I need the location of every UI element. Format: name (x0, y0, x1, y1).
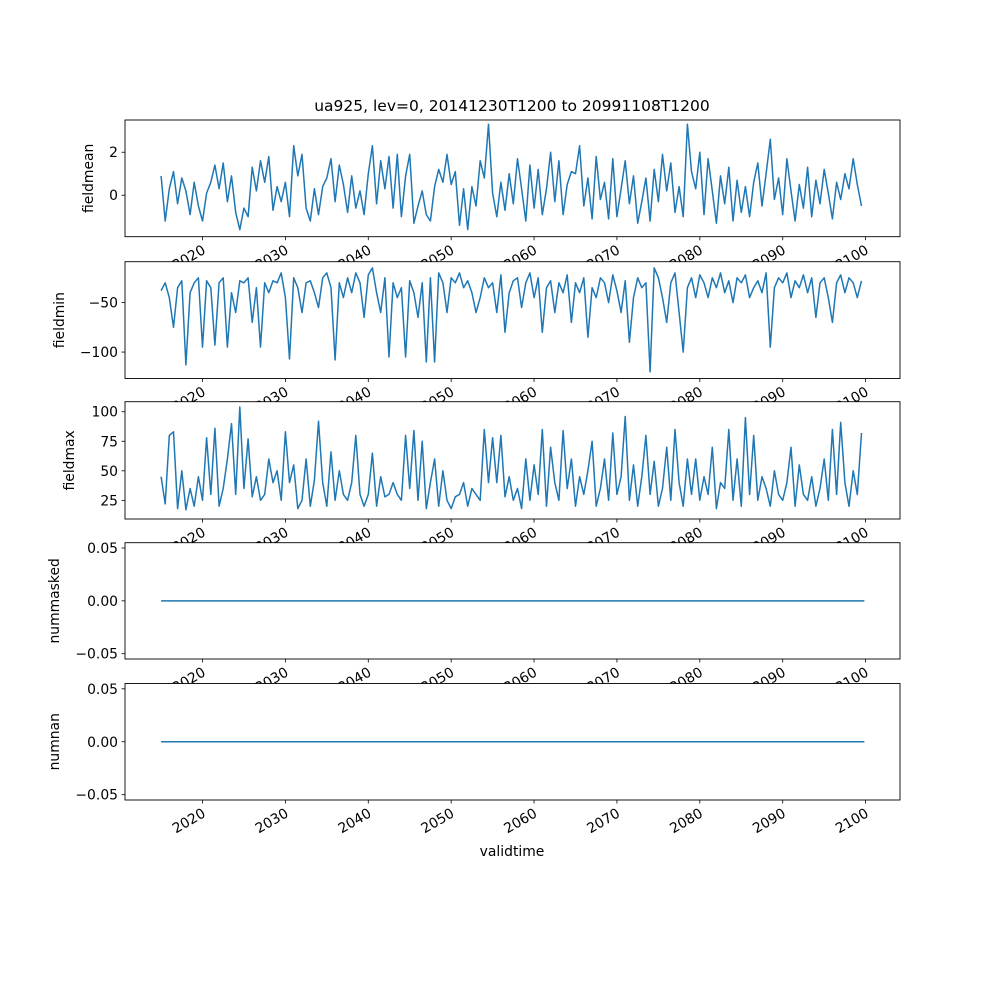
y-tick-label: −0.05 (75, 788, 118, 804)
y-tick-label: 50 (100, 464, 118, 480)
y-tick-label: 0.00 (87, 594, 118, 610)
axes-frame (124, 401, 901, 520)
y-tick-label: 2 (109, 145, 118, 161)
chart-title: ua925, lev=0, 20141230T1200 to 20991108T… (314, 97, 710, 115)
y-axis-label: fieldmax (62, 430, 78, 490)
y-axis-label: nummasked (47, 558, 63, 643)
series-line-fieldmin (160, 267, 863, 373)
axes-frame (124, 261, 901, 379)
y-axis-label: fieldmean (81, 144, 97, 213)
y-tick-label: 25 (100, 493, 118, 509)
y-tick-label: 0.00 (87, 735, 118, 751)
y-tick-label: 0.05 (87, 541, 118, 557)
y-axis-label: numnan (47, 713, 63, 770)
series-line-fieldmax (160, 406, 863, 511)
x-axis-label: validtime (480, 844, 545, 860)
y-tick-label: 0.05 (87, 682, 118, 698)
series-line-fieldmean (160, 123, 863, 231)
y-tick-label: −0.05 (75, 647, 118, 663)
y-tick-label: 100 (91, 405, 118, 421)
y-tick-label: −50 (89, 296, 118, 312)
axes-background (125, 401, 900, 519)
y-axis-label: fieldmin (52, 292, 68, 348)
y-tick-label: 0 (109, 188, 118, 204)
y-tick-label: 75 (100, 434, 118, 450)
y-tick-label: −100 (80, 345, 118, 361)
axes-frame (124, 119, 901, 238)
